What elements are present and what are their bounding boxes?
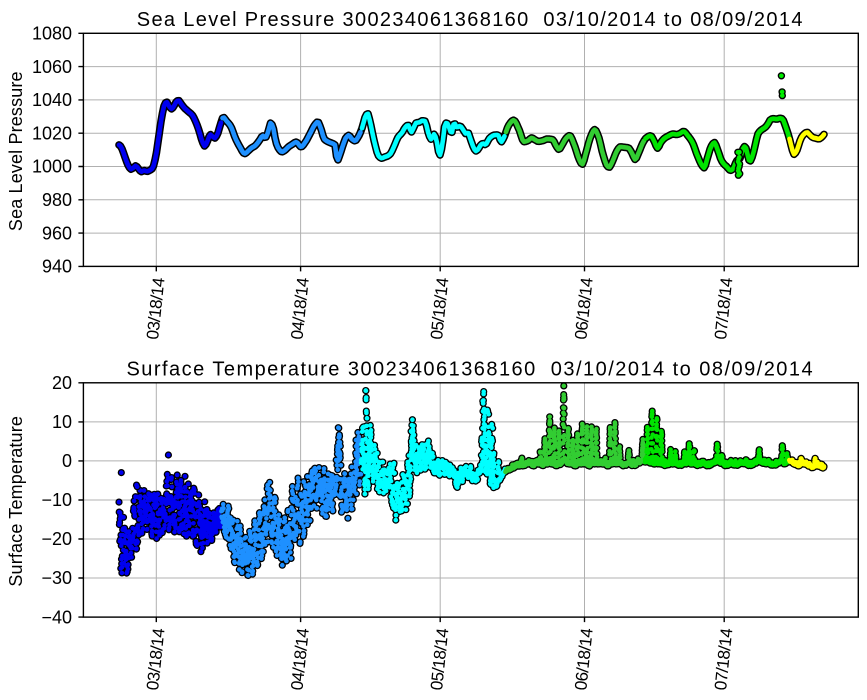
svg-text:960: 960 bbox=[42, 223, 72, 243]
svg-text:Sea Level Pressure 30023406136: Sea Level Pressure 300234061368160 03/10… bbox=[137, 9, 804, 31]
svg-text:−30: −30 bbox=[41, 568, 72, 588]
svg-text:20: 20 bbox=[52, 373, 72, 393]
svg-text:980: 980 bbox=[42, 190, 72, 210]
svg-text:0: 0 bbox=[62, 451, 72, 471]
svg-text:1060: 1060 bbox=[32, 57, 72, 77]
svg-text:Sea Level Pressure: Sea Level Pressure bbox=[6, 71, 26, 231]
svg-text:1080: 1080 bbox=[32, 24, 72, 44]
svg-text:Surface Temperature 3002340613: Surface Temperature 300234061368160 03/1… bbox=[127, 359, 815, 381]
svg-text:−10: −10 bbox=[41, 490, 72, 510]
svg-text:−20: −20 bbox=[41, 529, 72, 549]
svg-text:1020: 1020 bbox=[32, 123, 72, 143]
svg-text:Surface Temperature: Surface Temperature bbox=[6, 416, 26, 587]
svg-text:10: 10 bbox=[52, 412, 72, 432]
svg-text:1040: 1040 bbox=[32, 90, 72, 110]
svg-text:−40: −40 bbox=[41, 607, 72, 627]
svg-text:1000: 1000 bbox=[32, 157, 72, 177]
svg-text:940: 940 bbox=[42, 257, 72, 277]
